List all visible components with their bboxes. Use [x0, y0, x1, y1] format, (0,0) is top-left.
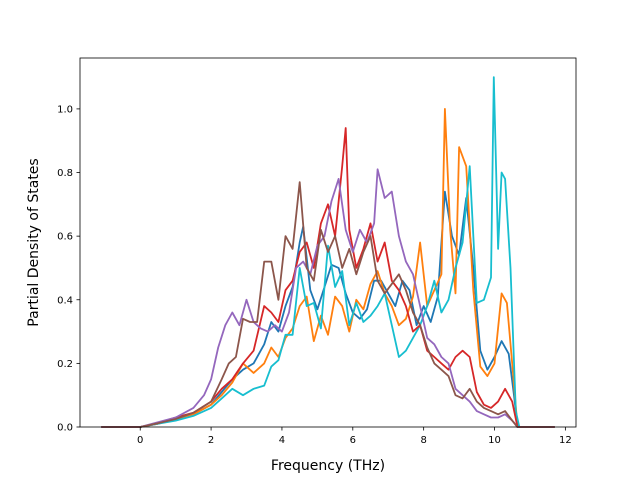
y-tick-label: 0.8 — [57, 168, 73, 179]
y-tick-label: 0.0 — [57, 423, 73, 434]
series-line-3 — [101, 76, 555, 428]
x-tick-label: 4 — [279, 435, 285, 446]
y-tick-label: 0.6 — [57, 232, 73, 243]
series-line-5 — [101, 168, 555, 428]
x-axis-ticks: 0 2 4 6 8 10 12 — [137, 427, 572, 446]
y-tick-label: 0.4 — [57, 295, 73, 306]
x-axis-label: Frequency (THz) — [271, 458, 385, 474]
y-tick-label: 1.0 — [57, 104, 73, 115]
axes-frame — [79, 57, 577, 428]
x-tick-label: 2 — [208, 435, 214, 446]
y-tick-label: 0.2 — [57, 359, 73, 370]
x-tick-label: 6 — [350, 435, 356, 446]
series-line-4 — [101, 127, 555, 428]
series-line-1 — [101, 190, 555, 428]
x-tick-label: 10 — [488, 435, 501, 446]
y-axis-label: Partial Density of States — [26, 158, 42, 326]
plot-lines — [101, 76, 555, 428]
x-tick-label: 0 — [137, 435, 143, 446]
y-axis-ticks: 0.0 0.2 0.4 0.6 0.8 1.0 — [57, 104, 80, 434]
series-line-2 — [101, 108, 555, 428]
x-tick-label: 12 — [559, 435, 572, 446]
series-line-6 — [101, 181, 555, 428]
x-tick-label: 8 — [420, 435, 426, 446]
